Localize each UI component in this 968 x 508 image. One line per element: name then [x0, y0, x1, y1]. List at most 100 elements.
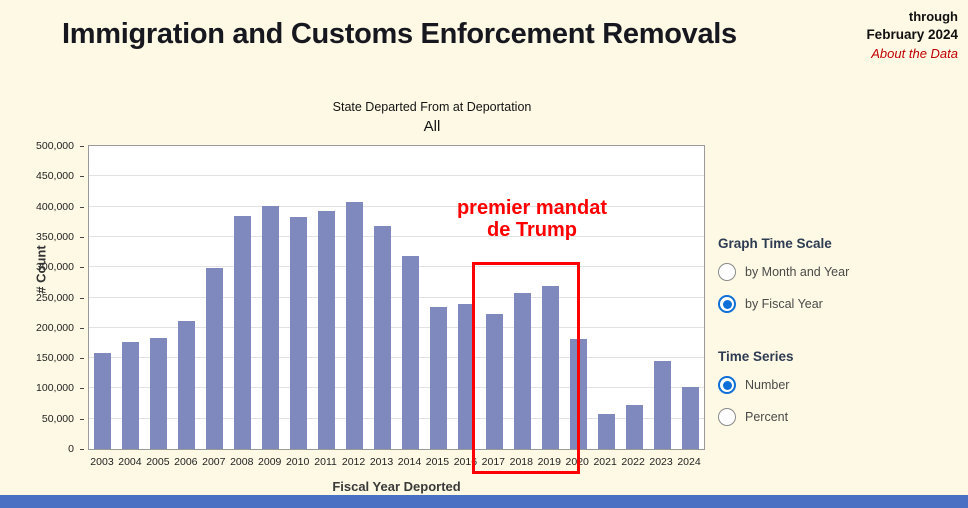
- x-tick-label: 2024: [677, 456, 701, 468]
- bar-2016[interactable]: [457, 304, 475, 449]
- gridline: [89, 205, 704, 207]
- radio-dot-icon: [722, 299, 732, 309]
- gridline: [89, 296, 704, 298]
- bottom-accent-bar: [0, 495, 968, 508]
- radio-option-percent[interactable]: Percent: [718, 408, 958, 426]
- y-tick-label: 300,000: [36, 261, 74, 274]
- bar-2022[interactable]: [625, 404, 643, 449]
- y-tick-label: 500,000: [36, 140, 74, 152]
- bar-2017[interactable]: [485, 313, 503, 449]
- radio-option-by-fiscal-year[interactable]: by Fiscal Year: [718, 295, 958, 313]
- x-tick-label: 2016: [453, 456, 478, 468]
- through-label: through: [908, 9, 958, 24]
- bar-2007[interactable]: [206, 267, 224, 449]
- bar-2013[interactable]: [374, 226, 392, 449]
- chart-filter-title: State Departed From at Deportation: [332, 100, 532, 114]
- radio-option-by-month-and-year[interactable]: by Month and Year: [718, 263, 958, 281]
- x-tick-label: 2003: [90, 456, 114, 468]
- time-series-heading: Time Series: [718, 349, 794, 364]
- gridline: [89, 387, 704, 389]
- y-tick-mark: [80, 297, 84, 299]
- bar-2010[interactable]: [290, 216, 308, 449]
- radio-button-icon[interactable]: [718, 408, 736, 426]
- bar-2024[interactable]: [681, 386, 699, 449]
- x-tick-label: 2005: [146, 456, 170, 468]
- y-tick-mark: [80, 388, 84, 390]
- radio-button-icon[interactable]: [718, 263, 736, 281]
- chart-filter-value: All: [423, 118, 441, 135]
- x-tick-label: 2023: [649, 456, 673, 468]
- y-tick-mark: [80, 327, 84, 329]
- gridline: [89, 266, 704, 268]
- radio-option-number[interactable]: Number: [718, 376, 958, 394]
- bar-2011[interactable]: [318, 211, 336, 449]
- gridline: [89, 326, 704, 328]
- x-tick-label: 2007: [202, 456, 226, 468]
- x-tick-label: 2008: [230, 456, 254, 468]
- x-tick-label: 2018: [509, 456, 533, 468]
- bar-2005[interactable]: [150, 338, 168, 449]
- gridline: [89, 235, 704, 237]
- y-tick-mark: [80, 418, 84, 420]
- x-axis-labels: 2003 2004 2005 2006 2007 2008 2009 2010 2011 2012…: [88, 456, 705, 470]
- x-tick-label: 2019: [537, 456, 561, 468]
- annotation-text: premier mandat de Trump: [456, 197, 608, 241]
- y-tick-mark: [80, 206, 84, 208]
- radio-option-label: by Fiscal Year: [745, 297, 823, 311]
- y-tick-mark: [80, 236, 84, 238]
- gridline: [89, 417, 704, 419]
- x-tick-label: 2009: [258, 456, 282, 468]
- x-tick-label: 2014: [397, 456, 422, 468]
- data-through-date: February 2024: [866, 27, 958, 43]
- y-tick-label: 350,000: [36, 230, 74, 243]
- bar-2021[interactable]: [597, 413, 615, 449]
- x-tick-label: 2006: [174, 456, 198, 468]
- bar-2012[interactable]: [346, 201, 364, 449]
- bar-2015[interactable]: [429, 306, 447, 449]
- controls-panel: Graph Time Scale by Month and Year by Fi…: [718, 236, 958, 440]
- y-tick-label: 50,000: [41, 412, 74, 425]
- x-tick-label: 2004: [118, 456, 142, 468]
- graph-time-scale-heading: Graph Time Scale: [718, 236, 832, 251]
- radio-button-icon[interactable]: [718, 376, 736, 394]
- bar-2018[interactable]: [513, 293, 531, 449]
- x-tick-label: 2012: [341, 456, 366, 468]
- y-tick-mark: [80, 358, 84, 360]
- x-tick-label: 2022: [621, 456, 645, 468]
- y-tick-label: 400,000: [36, 200, 74, 213]
- bar-2020[interactable]: [569, 339, 587, 449]
- bar-2009[interactable]: [262, 206, 280, 449]
- y-tick-label: 450,000: [36, 170, 74, 183]
- radio-option-label: Number: [745, 378, 790, 392]
- bar-2014[interactable]: [401, 256, 419, 449]
- chart-plot-area: [88, 145, 705, 450]
- bar-2004[interactable]: [122, 342, 140, 449]
- bar-2008[interactable]: [234, 215, 252, 449]
- y-tick-label: 200,000: [36, 321, 74, 334]
- y-tick-label: 250,000: [36, 291, 74, 304]
- x-tick-label: 2011: [314, 456, 337, 468]
- bar-2023[interactable]: [653, 360, 671, 449]
- y-tick-mark: [80, 267, 84, 269]
- header-info-block: through February 2024 About the Data: [866, 8, 958, 63]
- bar-2006[interactable]: [178, 321, 196, 449]
- y-tick-mark: [80, 449, 84, 450]
- radio-option-label: by Month and Year: [745, 265, 850, 279]
- gridline: [89, 175, 704, 177]
- y-axis-title: # Count: [33, 245, 49, 294]
- y-axis: 0 50,000 100,000 150,000 200,000 250,000 300,0…: [0, 140, 84, 455]
- radio-button-icon[interactable]: [718, 295, 736, 313]
- bar-2019[interactable]: [541, 286, 559, 449]
- y-tick-label: 100,000: [36, 382, 74, 395]
- x-axis-title: Fiscal Year Deported: [332, 479, 461, 494]
- y-tick-label: 150,000: [36, 352, 74, 365]
- x-tick-label: 2013: [369, 456, 394, 468]
- y-tick-mark: [80, 146, 84, 147]
- x-tick-label: 2021: [593, 456, 617, 468]
- bar-2003[interactable]: [94, 352, 112, 449]
- x-tick-label: 2017: [481, 456, 506, 468]
- x-tick-label: 2015: [425, 456, 450, 468]
- about-the-data-link[interactable]: About the Data: [871, 46, 958, 62]
- radio-dot-icon: [722, 380, 732, 390]
- page-title: Immigration and Customs Enforcement Remo…: [62, 18, 737, 50]
